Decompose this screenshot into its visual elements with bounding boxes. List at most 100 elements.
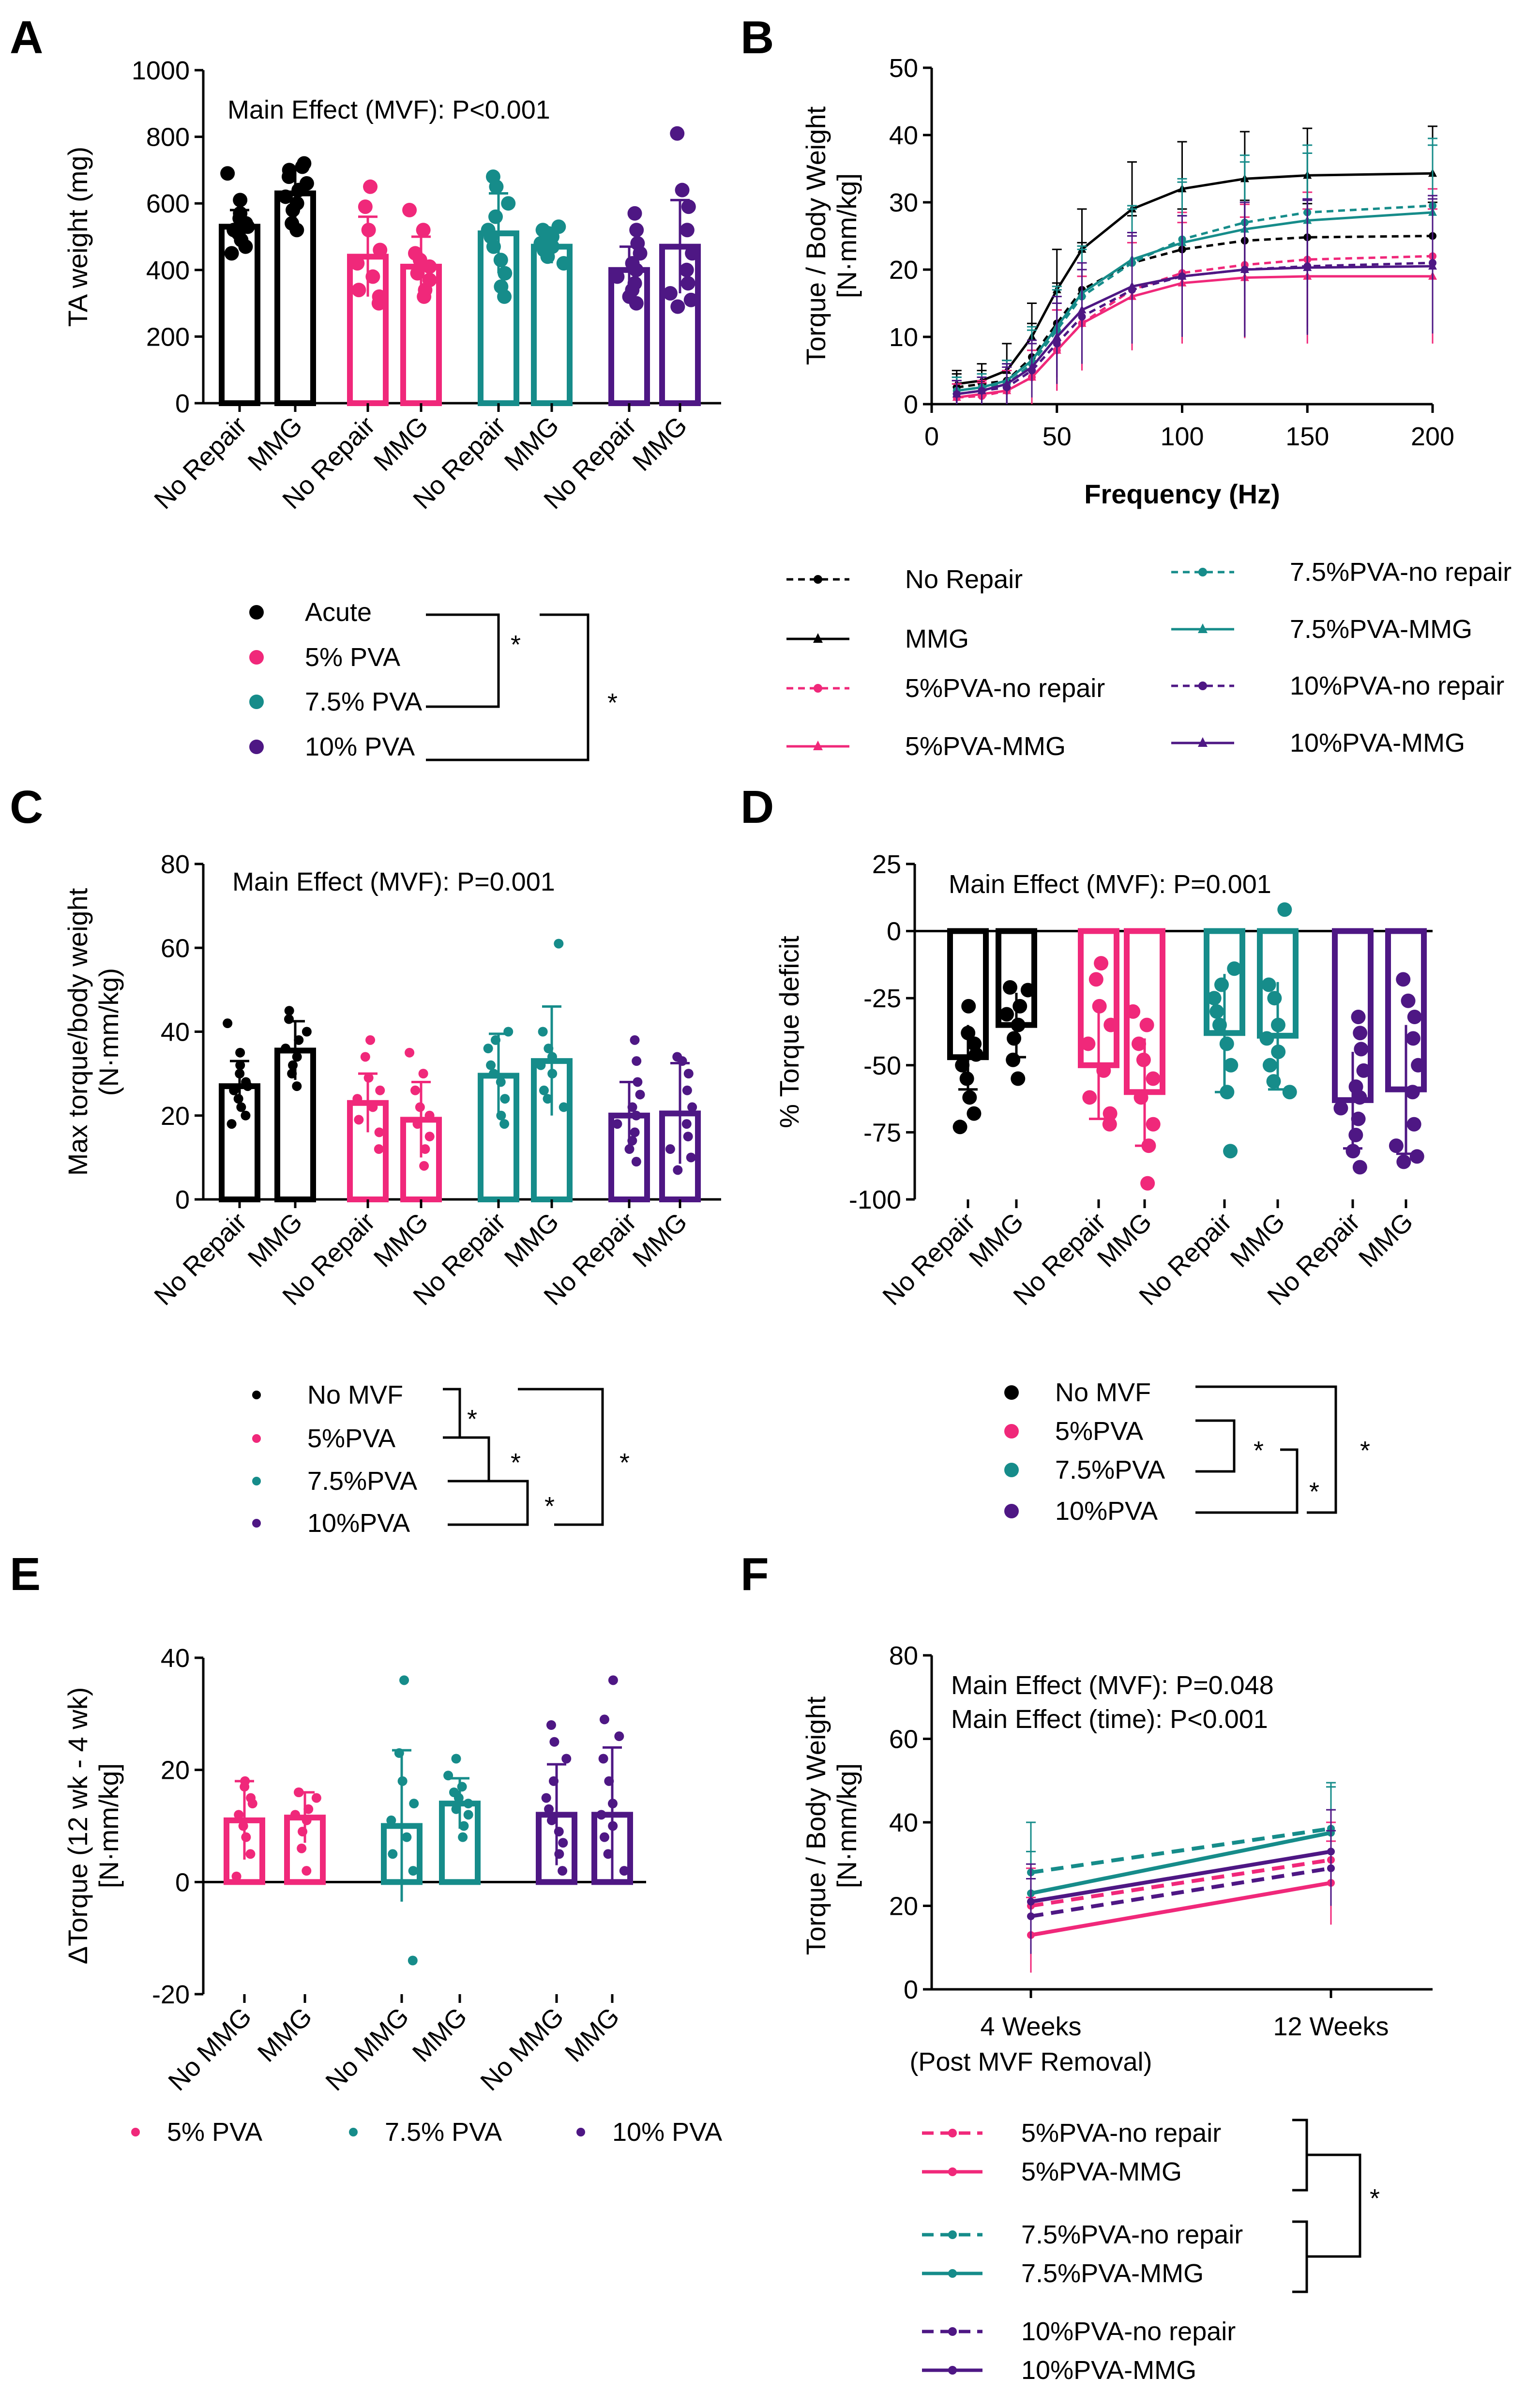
panel-b-y-tick-label: 10 <box>889 323 918 352</box>
panel-d-sig-star-3: * <box>1360 1436 1370 1465</box>
panel-d-data-point <box>1094 956 1109 971</box>
panel-b-legend-label: 10%PVA-MMG <box>1290 728 1465 757</box>
panel-a-category-label: MMG <box>627 411 693 477</box>
panel-d-data-point <box>1012 999 1027 1014</box>
panel-d-data-point <box>961 999 976 1014</box>
panel-e-data-point <box>245 1849 256 1859</box>
panel-a-data-point <box>501 196 516 211</box>
panel-c-data-point <box>488 1069 499 1079</box>
panel-b-series-line <box>956 275 1433 399</box>
panel-d-data-point <box>1126 1004 1141 1019</box>
panel-c-data-point <box>302 1027 312 1037</box>
panel-a-data-point <box>630 236 645 251</box>
panel-e-data-point <box>451 1804 461 1814</box>
panel-d-data-point <box>1136 1052 1151 1067</box>
panel-f-y-tick-label: 20 <box>889 1892 918 1921</box>
panel-e-data-point <box>459 1821 469 1831</box>
panel-c-y-tick-label: 20 <box>161 1102 190 1131</box>
panel-a-category-label: MMG <box>242 411 308 477</box>
panel-c-data-point <box>412 1119 423 1129</box>
panel-d-data-point <box>1141 1138 1156 1153</box>
panel-f-y-tick-label: 60 <box>889 1725 918 1754</box>
panel-f-series-line <box>1030 1826 1331 1875</box>
panel-c-data-point <box>483 1044 493 1054</box>
panel-c-data-point <box>236 1102 246 1112</box>
panel-d-data-point <box>1353 1026 1368 1041</box>
panel-c-title: Main Effect (MVF): P=0.001 <box>232 867 555 896</box>
panel-d-data-point <box>1351 1111 1366 1126</box>
panel-a-data-point <box>627 276 642 291</box>
panel-c-data-point <box>410 1085 420 1095</box>
panel-a-data-point <box>363 179 378 194</box>
panel-c-data-point <box>633 1077 643 1087</box>
panel-a-data-point <box>680 276 695 291</box>
panel-b-legend-marker <box>1198 682 1207 690</box>
panel-f-series-line <box>1030 1858 1331 1908</box>
panel-d-data-point <box>1146 1071 1161 1086</box>
panel-b-legend-label: 7.5%PVA-MMG <box>1290 615 1472 644</box>
panel-e-data-point <box>297 1843 307 1853</box>
panel-a-data-point <box>629 223 644 238</box>
panel-e-data-point <box>449 1787 459 1797</box>
panel-e-data-point <box>386 1815 396 1825</box>
panel-d-category-label: MMG <box>1225 1207 1291 1273</box>
panel-b-y-tick-label: 40 <box>889 121 918 150</box>
panel-c-y-tick-label: 40 <box>161 1018 190 1047</box>
panel-d-legend-label: 7.5%PVA <box>1055 1455 1165 1484</box>
panel-f-legend-marker <box>948 2327 957 2336</box>
panel-c-y-axis-label: Max torque/body weight(N·mm/kg) <box>62 888 124 1176</box>
panel-d-data-point <box>1396 1154 1411 1169</box>
panel-f-legend-label: 7.5%PVA-no repair <box>1021 2220 1243 2249</box>
panel-d-data-point <box>1267 991 1282 1006</box>
panel-d-data-point <box>962 1090 977 1105</box>
panel-d-data-point <box>1406 1117 1421 1132</box>
panel-c-category-label: MMG <box>499 1207 565 1273</box>
panel-a-data-point <box>233 206 248 221</box>
panel-c-data-point <box>424 1132 435 1142</box>
panel-letter-f: F <box>740 1548 769 1600</box>
panel-e-category-label: MMG <box>407 2002 473 2068</box>
panel-d-data-point <box>999 1007 1014 1022</box>
panel-a-data-point <box>627 206 642 221</box>
panel-c-legend-marker <box>252 1519 261 1528</box>
panel-c-data-point <box>292 1081 302 1091</box>
panel-b-legend-marker <box>813 741 823 750</box>
panel-e-data-point <box>607 1799 618 1809</box>
panel-f-legend-marker <box>948 2230 957 2239</box>
panel-e-legend-marker <box>349 2128 358 2136</box>
panel-b-legend-marker <box>1198 568 1207 576</box>
panel-e-data-point <box>548 1776 559 1786</box>
panel-e-data-point <box>619 1866 629 1876</box>
panel-e-data-point <box>241 1832 251 1842</box>
panel-b-data-point <box>1178 271 1187 280</box>
panel-f-sig-bracket-3 <box>1307 2153 1361 2258</box>
panel-c-data-point <box>284 1006 294 1016</box>
panel-c-data-point <box>672 1052 682 1062</box>
panel-a-data-point <box>488 209 503 224</box>
panel-d-category-label: MMG <box>964 1207 1029 1273</box>
panel-d-data-point <box>1139 1017 1154 1032</box>
panel-b-data-point <box>1027 362 1036 371</box>
panel-c-legend-marker <box>252 1434 261 1443</box>
panel-a-data-point <box>535 223 550 238</box>
panel-d-data-point <box>1409 1149 1424 1164</box>
panel-c-data-point <box>539 1085 549 1095</box>
panel-f-legend-marker <box>948 2129 957 2137</box>
panel-c-data-point <box>631 1157 641 1167</box>
panel-d-data-point <box>1227 961 1242 976</box>
panel-c-data-point <box>233 1094 243 1104</box>
panel-e-data-point <box>290 1810 301 1820</box>
panel-c-category-label: MMG <box>627 1207 693 1273</box>
panel-d-sig-bracket-3 <box>1195 1385 1337 1514</box>
panel-e-data-point <box>458 1832 468 1842</box>
panel-b-legend-marker <box>1198 623 1208 633</box>
panel-c-data-point <box>288 1060 298 1070</box>
panel-c-category-label: MMG <box>242 1207 308 1273</box>
panel-c-data-point <box>223 1018 233 1029</box>
panel-e-data-point <box>558 1866 568 1876</box>
panel-a-y-tick-label: 400 <box>146 256 190 285</box>
panel-a-category-label: MMG <box>499 411 565 477</box>
panel-b-x-tick-label: 100 <box>1160 422 1204 451</box>
panel-d-data-point <box>961 1026 976 1041</box>
panel-d-y-tick-label: -50 <box>863 1051 901 1080</box>
